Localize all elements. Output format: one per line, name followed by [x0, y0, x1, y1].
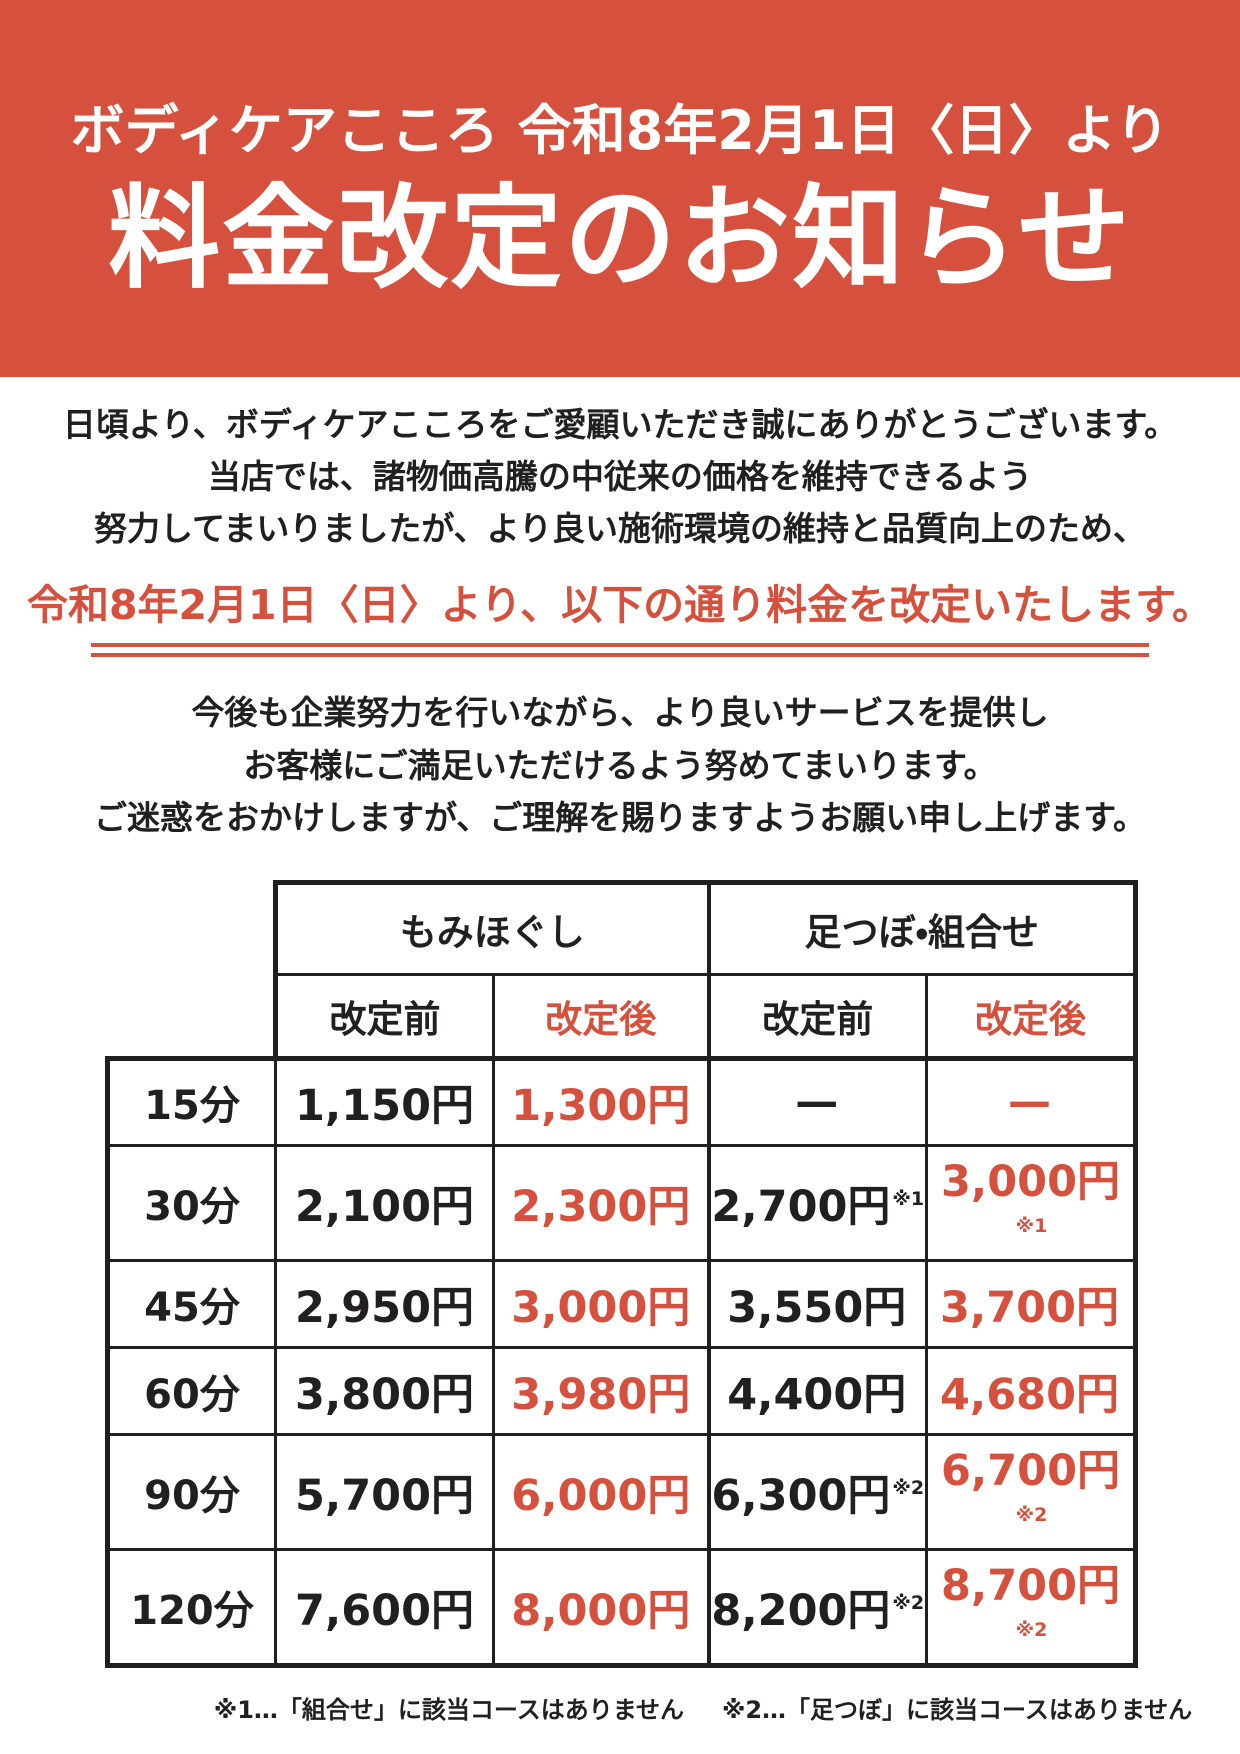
footnote-marker: ※2: [892, 1477, 925, 1500]
subheader-ashi-before: 改定前: [706, 972, 928, 1060]
table-row-120min: 120分 7,600円 8,000円 8,200円 ※2 8,700円※2: [105, 1547, 1138, 1668]
price-momi-before: 2,100円: [274, 1143, 495, 1262]
highlight-sentence: 令和8年2月1日〈日〉より、以下の通り料金を改定いたします。: [26, 581, 1214, 630]
subheader-row: 改定前 改定後 改定前 改定後: [108, 972, 1138, 1060]
price-ashi-before: 8,200円 ※2: [706, 1547, 928, 1668]
price-momi-before: 1,150円: [274, 1055, 495, 1147]
intro-line-2: 当店では、諸物価高騰の中従来の価格を維持できるよう: [207, 457, 1033, 497]
price-momi-after: 8,000円: [492, 1547, 710, 1668]
group-header-row: もみほぐし 足つぼ・組合せ: [108, 879, 1138, 976]
duration-cell: 15分: [105, 1055, 277, 1147]
table-row-45min: 45分 2,950円 3,000円 3,550円 3,700円: [105, 1258, 1138, 1349]
table-footnotes: ※1…「組合せ」に該当コースはありません ※2…「足つぼ」に該当コースはありませ…: [214, 1690, 1192, 1725]
price-ashi-before: 3,550円: [706, 1258, 928, 1349]
price-ashi-after: —: [925, 1055, 1138, 1147]
price-momi-before: 2,950円: [274, 1258, 495, 1349]
price-momi-after: 2,300円: [492, 1143, 710, 1262]
price-ashi-after: 8,700円※2: [925, 1547, 1138, 1668]
double-underline: [91, 643, 1149, 658]
price-momi-after: 1,300円: [492, 1055, 710, 1147]
price-momi-after: 3,000円: [492, 1258, 710, 1349]
footnote-marker: ※1: [892, 1188, 925, 1211]
duration-cell: 30分: [105, 1143, 277, 1262]
table-row-60min: 60分 3,800円 3,980円 4,400円 4,680円: [105, 1345, 1138, 1436]
closing-line-2: お客様にご満足いただけるよう努めてまいります。: [243, 745, 997, 785]
group-header-momihogushi: もみほぐし: [273, 879, 710, 976]
price-ashi-after: 3,000円※1: [925, 1143, 1138, 1262]
intro-line-3: 努力してまいりましたが、より良い施術環境の維持と品質向上のため、: [93, 509, 1147, 549]
footnote-marker: ※2: [892, 1592, 925, 1615]
subheader-ashi-after: 改定後: [925, 972, 1138, 1060]
price-ashi-after: 4,680円: [925, 1345, 1138, 1436]
subheader-momi-before: 改定前: [273, 972, 495, 1060]
banner: ボディケアこころ 令和8年2月1日〈日〉より 料金改定のお知らせ: [0, 0, 1240, 377]
intro-line-1: 日頃より、ボディケアこころをご愛顧いただき誠にありがとうございます。: [62, 405, 1178, 444]
subheader-momi-after: 改定後: [492, 972, 710, 1060]
price-ashi-after: 3,700円: [925, 1258, 1138, 1349]
price-momi-before: 5,700円: [274, 1432, 495, 1551]
header-notch: [108, 882, 276, 1058]
page-title: 料金改定のお知らせ: [108, 174, 1132, 305]
table-row-30min: 30分 2,100円 2,300円 2,700円 ※1 3,000円※1: [105, 1143, 1138, 1262]
closing-paragraph: 今後も企業努力を行いながら、より良いサービスを提供し お客様にご満足いただけるよ…: [0, 687, 1240, 843]
table-row-15min: 15分 1,150円 1,300円 — —: [105, 1055, 1138, 1147]
banner-subtitle: ボディケアこころ 令和8年2月1日〈日〉より: [70, 99, 1170, 163]
footnote-2: ※2…「足つぼ」に該当コースはありません: [722, 1695, 1193, 1724]
price-table: もみほぐし 足つぼ・組合せ 改定前 改定後 改定前 改定後 15分 1,150円…: [105, 879, 1138, 1668]
price-momi-before: 3,800円: [274, 1345, 495, 1436]
price-momi-after: 6,000円: [492, 1432, 710, 1551]
footnote-marker: ※2: [1015, 1619, 1048, 1642]
closing-line-3: ご迷惑をおかけしますが、ご理解を賜りますようお願い申し上げます。: [93, 797, 1147, 837]
price-ashi-before: 6,300円 ※2: [706, 1432, 928, 1551]
price-momi-after: 3,980円: [492, 1345, 710, 1436]
footnote-marker: ※1: [1015, 1215, 1048, 1238]
footnote-1: ※1…「組合せ」に該当コースはありません: [213, 1695, 684, 1724]
price-ashi-before: 4,400円: [706, 1345, 928, 1436]
price-ashi-after: 6,700円※2: [925, 1432, 1138, 1551]
price-momi-before: 7,600円: [274, 1547, 495, 1668]
footnote-marker: ※2: [1015, 1504, 1048, 1527]
price-ashi-before: —: [706, 1055, 928, 1147]
intro-paragraph: 日頃より、ボディケアこころをご愛顧いただき誠にありがとうございます。 当店では、…: [0, 399, 1240, 555]
closing-line-1: 今後も企業努力を行いながら、より良いサービスを提供し: [191, 693, 1049, 733]
duration-cell: 45分: [105, 1258, 277, 1349]
duration-cell: 60分: [105, 1345, 277, 1436]
duration-cell: 120分: [105, 1547, 277, 1668]
price-ashi-before: 2,700円 ※1: [706, 1143, 928, 1262]
duration-cell: 90分: [105, 1432, 277, 1551]
table-row-90min: 90分 5,700円 6,000円 6,300円 ※2 6,700円※2: [105, 1432, 1138, 1551]
group-header-ashitsubo: 足つぼ・組合せ: [706, 879, 1138, 976]
